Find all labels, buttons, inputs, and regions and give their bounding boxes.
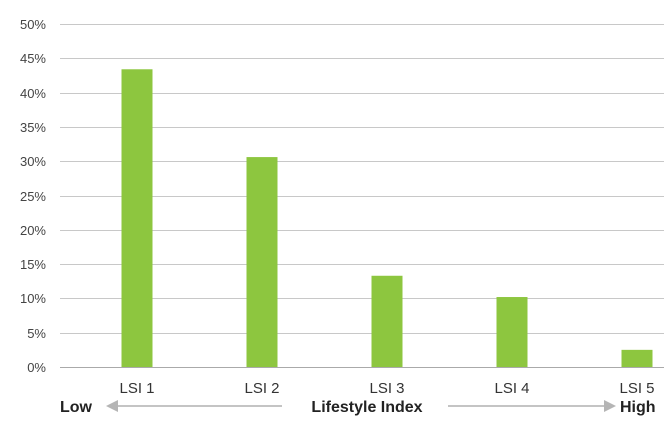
axis-caption-right-arrow-icon (604, 400, 616, 412)
y-tick-label: 35% (20, 120, 46, 135)
y-tick-label: 45% (20, 51, 46, 66)
x-tick-label: LSI 3 (369, 380, 404, 397)
y-tick-label: 30% (20, 154, 46, 169)
bar-lsi-1 (121, 69, 153, 367)
bar-lsi-4 (496, 297, 528, 367)
y-tick-label: 15% (20, 257, 46, 272)
y-tick-label: 25% (20, 189, 46, 204)
axis-caption: Low Lifestyle Index High (60, 399, 656, 416)
y-tick-label: 20% (20, 223, 46, 238)
y-tick-label: 5% (27, 326, 46, 341)
bar-lsi-3 (371, 275, 403, 367)
y-tick-label: 10% (20, 291, 46, 306)
bar-lsi-2 (246, 157, 278, 367)
x-axis-ticks: LSI 1 LSI 2 LSI 3 LSI 4 LSI 5 (119, 380, 654, 397)
x-tick-label: LSI 1 (119, 380, 154, 397)
y-axis-ticks: 0% 5% 10% 15% 20% 25% 30% 35% 40% 45% 50% (20, 17, 46, 375)
x-tick-label: LSI 4 (494, 380, 529, 397)
bar-lsi-5 (621, 349, 653, 367)
x-tick-label: LSI 2 (244, 380, 279, 397)
gridlines (60, 24, 664, 368)
y-tick-label: 0% (27, 360, 46, 375)
y-tick-label: 50% (20, 17, 46, 32)
axis-caption-title: Lifestyle Index (311, 399, 422, 416)
y-tick-label: 40% (20, 86, 46, 101)
axis-caption-left-arrow-icon (106, 400, 118, 412)
x-tick-label: LSI 5 (619, 380, 654, 397)
bars (121, 69, 653, 367)
axis-caption-high: High (620, 399, 656, 416)
axis-caption-low: Low (60, 399, 93, 416)
